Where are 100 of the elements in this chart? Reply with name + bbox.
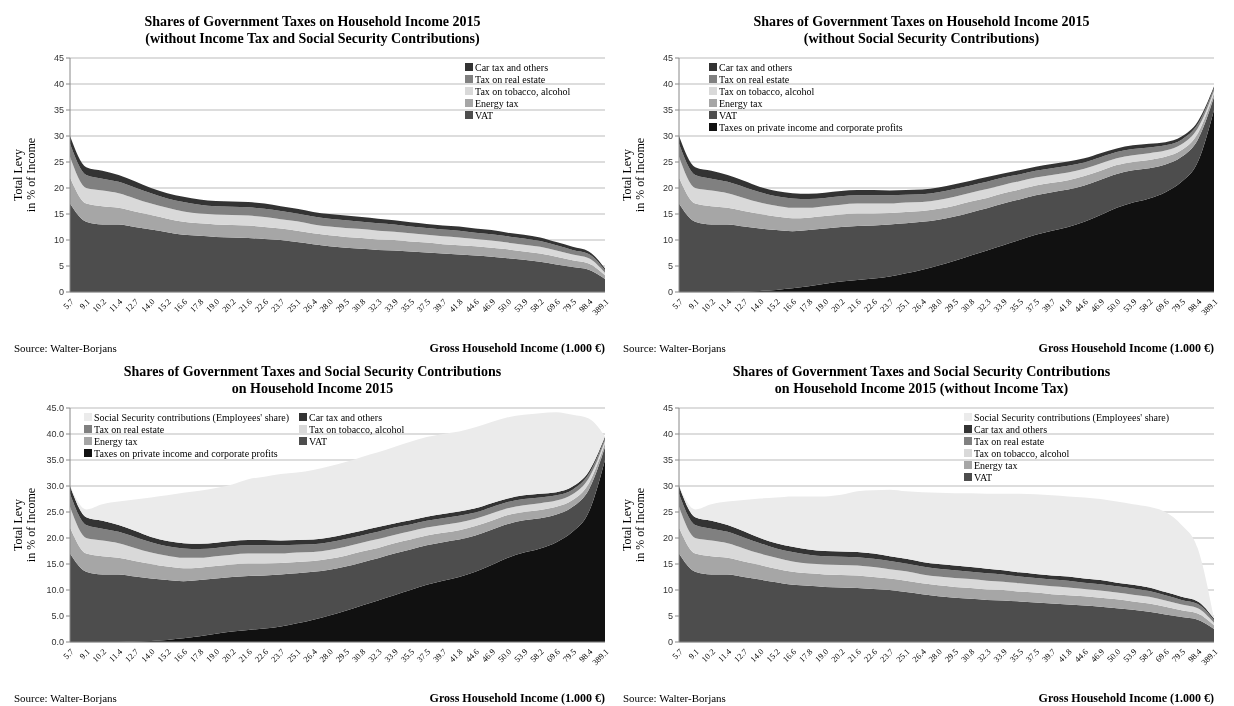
- x-tick-label: 26.4: [301, 646, 320, 665]
- x-tick-label: 30.8: [349, 296, 368, 315]
- x-tick-label: 53.9: [511, 646, 530, 665]
- x-tick-label: 58.2: [528, 646, 546, 665]
- y-tick-label: 0: [667, 636, 673, 647]
- x-tick-label: 19.0: [203, 646, 222, 665]
- y-tick-label: 20: [662, 182, 673, 193]
- x-tick-label: 69.6: [544, 646, 562, 665]
- x-tick-label: 28.0: [926, 296, 945, 315]
- x-tick-label: 14.0: [748, 296, 766, 315]
- y-tick-label: 35.0: [46, 454, 64, 465]
- legend-label: Tax on real estate: [974, 436, 1045, 447]
- legend-label: Taxes on private income and corporate profits: [94, 448, 278, 459]
- legend-label: Car tax and others: [719, 62, 793, 73]
- x-tick-label: 11.4: [715, 646, 734, 664]
- y-tick-label: 35: [53, 104, 64, 115]
- y-tick-label: 45: [662, 52, 673, 63]
- x-tick-label: 21.6: [236, 296, 254, 315]
- y-tick-label: 0: [667, 286, 673, 297]
- y-tick-label: 35: [662, 454, 673, 465]
- x-tick-label: 25.1: [285, 296, 303, 315]
- y-axis-title: Total Levy in % of Income: [620, 137, 647, 213]
- x-tick-label: 16.6: [171, 646, 190, 665]
- y-tick-label: 15: [53, 208, 64, 219]
- x-tick-label: 16.6: [171, 296, 190, 315]
- x-axis-title: Gross Household Income (1.000 €): [429, 691, 605, 705]
- x-tick-label: 26.4: [910, 646, 929, 665]
- y-tick-label: 15: [662, 558, 673, 569]
- x-tick-label: 69.6: [1153, 296, 1171, 315]
- x-tick-label: 41.8: [1056, 646, 1074, 665]
- y-tick-label: 15.0: [46, 558, 64, 569]
- y-tick-label: 40: [53, 78, 64, 89]
- x-tick-label: 53.9: [1120, 646, 1139, 665]
- x-tick-label: 35.5: [1007, 646, 1026, 665]
- x-tick-label: 19.0: [203, 296, 222, 315]
- x-tick-label: 35.5: [398, 646, 417, 665]
- x-tick-label: 32.3: [975, 296, 993, 315]
- x-tick-label: 9.1: [77, 646, 92, 662]
- x-tick-label: 10.2: [699, 646, 718, 665]
- source-note: Source: Walter-Borjans: [14, 342, 117, 354]
- y-tick-label: 40.0: [46, 428, 64, 439]
- x-tick-label: 37.5: [414, 296, 433, 315]
- x-tick-label: 28.0: [317, 646, 336, 665]
- source-note: Source: Walter-Borjans: [14, 692, 117, 704]
- x-tick-label: 79.5: [1169, 646, 1188, 665]
- x-tick-label: 53.9: [511, 296, 530, 315]
- x-tick-label: 15.2: [155, 646, 173, 665]
- x-tick-label: 33.9: [382, 646, 400, 665]
- legend-label: Tax on real estate: [475, 74, 546, 85]
- y-tick-label: 25: [662, 506, 673, 517]
- x-tick-label: 17.8: [187, 646, 206, 665]
- x-tick-label: 5.7: [61, 646, 76, 662]
- y-tick-label: 45: [53, 52, 64, 63]
- x-tick-label: 25.1: [894, 296, 912, 315]
- x-tick-label: 20.2: [829, 296, 847, 315]
- x-tick-label: 22.6: [252, 296, 271, 315]
- x-tick-label: 37.5: [414, 646, 433, 665]
- legend-label: Tax on real estate: [94, 424, 165, 435]
- y-tick-label: 30: [53, 130, 64, 141]
- x-tick-label: 21.6: [845, 646, 863, 665]
- y-tick-label: 20.0: [46, 532, 64, 543]
- x-tick-label: 50.0: [495, 296, 514, 315]
- x-tick-label: 35.5: [1007, 296, 1026, 315]
- x-tick-label: 12.7: [731, 296, 750, 315]
- chart-title: Shares of Government Taxes and Social Security Contributions on Household Income 2015 (without Income Tax): [732, 364, 1111, 397]
- y-tick-label: 30: [662, 130, 673, 141]
- x-tick-label: 50.0: [495, 646, 514, 665]
- x-tick-label: 11.4: [106, 646, 125, 664]
- x-tick-label: 21.6: [845, 296, 863, 315]
- x-tick-label: 22.6: [252, 646, 271, 665]
- y-tick-label: 5.0: [51, 610, 64, 621]
- x-tick-label: 14.0: [139, 296, 157, 315]
- y-tick-label: 0: [58, 286, 64, 297]
- x-tick-label: 11.4: [715, 296, 734, 314]
- x-tick-label: 32.3: [366, 296, 384, 315]
- y-tick-label: 5: [667, 610, 673, 621]
- chart-title: Shares of Government Taxes on Household Income 2015 (without Social Security Contributions): [753, 14, 1090, 47]
- x-tick-label: 46.9: [1088, 296, 1107, 315]
- x-tick-label: 14.0: [748, 646, 766, 665]
- x-tick-label: 41.8: [447, 296, 465, 315]
- x-tick-label: 17.8: [796, 646, 815, 665]
- y-tick-label: 30.0: [46, 480, 64, 491]
- legend-label: Energy tax: [475, 98, 519, 109]
- y-tick-label: 10.0: [46, 584, 64, 595]
- x-tick-label: 41.8: [447, 646, 465, 665]
- x-tick-label: 79.5: [560, 646, 579, 665]
- legend-label: VAT: [309, 436, 328, 447]
- x-tick-label: 69.6: [544, 296, 562, 315]
- y-tick-label: 10: [53, 234, 64, 245]
- y-tick-label: 10: [662, 584, 673, 595]
- legend-label: Energy tax: [94, 436, 138, 447]
- y-tick-label: 15: [662, 208, 673, 219]
- x-tick-label: 35.5: [398, 296, 417, 315]
- y-tick-label: 35: [662, 104, 673, 115]
- y-tick-label: 10: [662, 234, 673, 245]
- x-tick-label: 11.4: [106, 296, 125, 314]
- x-tick-label: 26.4: [301, 296, 320, 315]
- legend-label: Social Security contributions (Employees' share): [94, 412, 290, 424]
- x-tick-label: 37.5: [1023, 646, 1042, 665]
- legend-label: Energy tax: [719, 98, 763, 109]
